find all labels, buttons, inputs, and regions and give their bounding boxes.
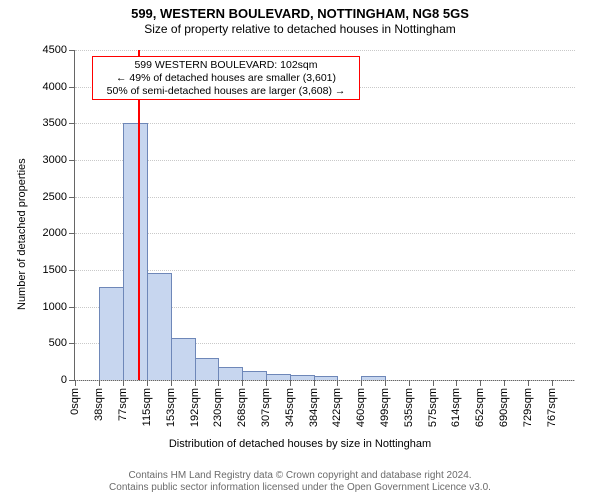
histogram-bar bbox=[218, 367, 243, 380]
histogram-bar bbox=[290, 375, 315, 380]
x-tick-label: 192sqm bbox=[189, 388, 201, 427]
x-tick bbox=[147, 380, 148, 386]
x-tick-label: 384sqm bbox=[308, 388, 320, 427]
gridline bbox=[75, 123, 575, 124]
x-tick bbox=[361, 380, 362, 386]
y-tick-label: 1500 bbox=[43, 264, 75, 276]
x-tick bbox=[75, 380, 76, 386]
annotation-line-3: 50% of semi-detached houses are larger (… bbox=[96, 85, 356, 98]
x-tick-label: 77sqm bbox=[117, 388, 129, 421]
y-tick-label: 0 bbox=[61, 374, 75, 386]
chart-subtitle: Size of property relative to detached ho… bbox=[0, 22, 600, 36]
x-tick bbox=[552, 380, 553, 386]
chart-footer: Contains HM Land Registry data © Crown c… bbox=[0, 470, 600, 494]
x-tick bbox=[266, 380, 267, 386]
x-tick bbox=[504, 380, 505, 386]
x-tick-label: 614sqm bbox=[450, 388, 462, 427]
gridline bbox=[75, 380, 575, 381]
annotation-line-2: ← 49% of detached houses are smaller (3,… bbox=[96, 72, 356, 85]
y-tick-label: 4500 bbox=[43, 44, 75, 56]
x-tick-label: 153sqm bbox=[165, 388, 177, 427]
x-axis-title: Distribution of detached houses by size … bbox=[0, 438, 600, 450]
histogram-bar bbox=[361, 376, 386, 380]
x-tick-label: 345sqm bbox=[284, 388, 296, 427]
footer-line-2: Contains public sector information licen… bbox=[0, 482, 600, 494]
x-tick bbox=[337, 380, 338, 386]
x-tick bbox=[195, 380, 196, 386]
histogram-bar bbox=[266, 374, 291, 381]
gridline bbox=[75, 160, 575, 161]
x-tick bbox=[433, 380, 434, 386]
histogram-bar bbox=[171, 338, 196, 380]
annotation-line-1: 599 WESTERN BOULEVARD: 102sqm bbox=[96, 59, 356, 72]
x-tick-label: 230sqm bbox=[212, 388, 224, 427]
annotation-box: 599 WESTERN BOULEVARD: 102sqm ← 49% of d… bbox=[92, 56, 360, 100]
x-tick-label: 690sqm bbox=[498, 388, 510, 427]
y-tick-label: 3500 bbox=[43, 117, 75, 129]
histogram-bar bbox=[195, 358, 220, 380]
y-tick-label: 2500 bbox=[43, 191, 75, 203]
histogram-bar bbox=[314, 376, 339, 380]
x-tick bbox=[218, 380, 219, 386]
x-tick-label: 729sqm bbox=[522, 388, 534, 427]
x-tick bbox=[171, 380, 172, 386]
x-tick bbox=[314, 380, 315, 386]
x-tick bbox=[385, 380, 386, 386]
x-tick bbox=[242, 380, 243, 386]
x-tick bbox=[409, 380, 410, 386]
x-tick-label: 307sqm bbox=[260, 388, 272, 427]
gridline bbox=[75, 233, 575, 234]
y-tick-label: 4000 bbox=[43, 81, 75, 93]
y-axis-title: Number of detached properties bbox=[16, 158, 28, 310]
x-tick bbox=[123, 380, 124, 386]
y-tick-label: 3000 bbox=[43, 154, 75, 166]
gridline bbox=[75, 50, 575, 51]
x-tick bbox=[99, 380, 100, 386]
x-tick-label: 115sqm bbox=[141, 388, 153, 426]
x-tick-label: 767sqm bbox=[546, 388, 558, 427]
histogram-chart: 599, WESTERN BOULEVARD, NOTTINGHAM, NG8 … bbox=[0, 0, 600, 500]
y-tick-label: 500 bbox=[49, 337, 75, 349]
x-tick bbox=[290, 380, 291, 386]
gridline bbox=[75, 270, 575, 271]
x-tick-label: 460sqm bbox=[355, 388, 367, 427]
y-tick-label: 2000 bbox=[43, 227, 75, 239]
x-tick bbox=[480, 380, 481, 386]
x-tick-label: 0sqm bbox=[69, 388, 81, 415]
x-tick-label: 38sqm bbox=[93, 388, 105, 421]
x-tick-label: 652sqm bbox=[474, 388, 486, 427]
histogram-bar bbox=[123, 123, 148, 380]
x-tick bbox=[456, 380, 457, 386]
footer-line-1: Contains HM Land Registry data © Crown c… bbox=[0, 470, 600, 482]
gridline bbox=[75, 197, 575, 198]
x-tick-label: 268sqm bbox=[236, 388, 248, 427]
x-tick-label: 499sqm bbox=[379, 388, 391, 427]
y-tick-label: 1000 bbox=[43, 301, 75, 313]
x-tick-label: 535sqm bbox=[403, 388, 415, 427]
chart-title: 599, WESTERN BOULEVARD, NOTTINGHAM, NG8 … bbox=[0, 0, 600, 22]
histogram-bar bbox=[99, 287, 124, 380]
histogram-bar bbox=[242, 371, 267, 380]
x-tick-label: 575sqm bbox=[427, 388, 439, 427]
x-tick bbox=[528, 380, 529, 386]
histogram-bar bbox=[147, 273, 172, 380]
x-tick-label: 422sqm bbox=[331, 388, 343, 427]
